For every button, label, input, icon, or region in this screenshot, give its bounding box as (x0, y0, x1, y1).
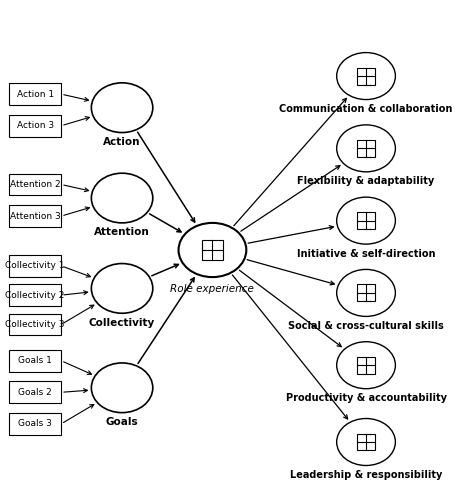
Bar (357, 140, 375, 157)
Text: Collectivity: Collectivity (89, 318, 155, 328)
Text: Collectivity 3: Collectivity 3 (6, 320, 65, 329)
Bar (9, 284, 61, 306)
Text: Action 1: Action 1 (17, 90, 53, 98)
Text: Social & cross-cultural skills: Social & cross-cultural skills (288, 321, 444, 331)
Text: Collectivity 1: Collectivity 1 (6, 262, 65, 270)
Bar (202, 240, 223, 260)
Bar (9, 255, 61, 276)
Bar (9, 206, 61, 227)
Text: Goals 2: Goals 2 (18, 388, 52, 397)
Text: Leadership & responsibility: Leadership & responsibility (290, 470, 442, 480)
Bar (9, 314, 61, 336)
Text: Action: Action (103, 137, 141, 147)
Bar (9, 174, 61, 196)
Text: Productivity & accountability: Productivity & accountability (285, 393, 447, 403)
Bar (9, 382, 61, 403)
Bar (357, 68, 375, 84)
Bar (9, 350, 61, 372)
Text: Goals 1: Goals 1 (18, 356, 52, 365)
Text: Attention 3: Attention 3 (10, 212, 60, 220)
Text: Initiative & self-direction: Initiative & self-direction (297, 248, 435, 258)
Bar (357, 212, 375, 229)
Text: Flexibility & adaptability: Flexibility & adaptability (297, 176, 435, 186)
Bar (9, 84, 61, 105)
Bar (9, 413, 61, 435)
Text: Attention: Attention (94, 228, 150, 237)
Text: Goals 3: Goals 3 (18, 420, 52, 428)
Bar (357, 356, 375, 374)
Bar (357, 284, 375, 302)
Bar (357, 434, 375, 450)
Text: Goals: Goals (106, 417, 138, 427)
Text: Collectivity 2: Collectivity 2 (6, 290, 65, 300)
Text: Role experience: Role experience (171, 284, 254, 294)
Bar (9, 115, 61, 136)
Text: Communication & collaboration: Communication & collaboration (279, 104, 453, 114)
Text: Attention 2: Attention 2 (10, 180, 60, 189)
Text: Action 3: Action 3 (17, 122, 53, 130)
